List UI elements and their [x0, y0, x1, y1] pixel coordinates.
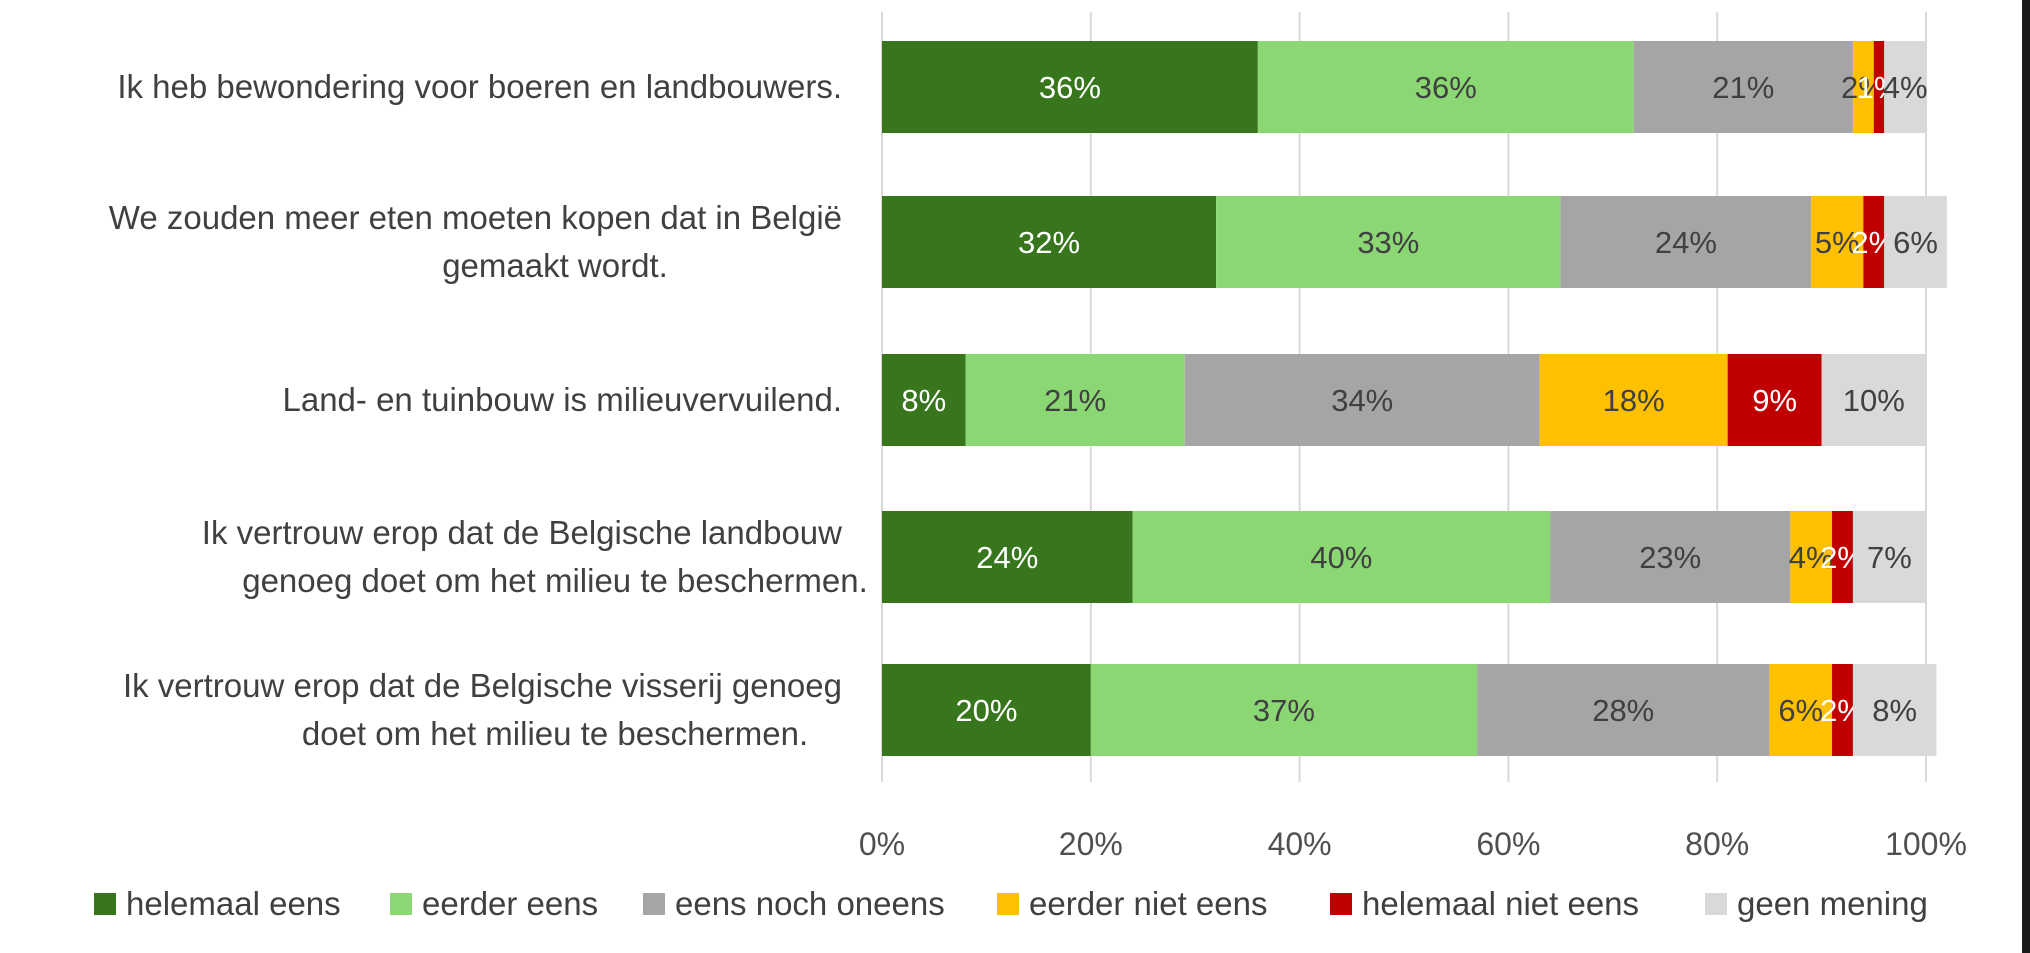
category-label: Ik heb bewondering voor boeren en landbo…: [117, 68, 842, 105]
bar-segment: [1811, 196, 1864, 288]
category-label: Ik vertrouw erop dat de Belgische landbo…: [202, 514, 842, 551]
data-label: 8%: [901, 383, 946, 418]
x-axis-ticks: 0% 20% 40% 60% 80% 100%: [859, 826, 1967, 862]
bar-segment: [882, 41, 1258, 133]
bar-segment: [1790, 511, 1833, 603]
data-label: 28%: [1592, 693, 1654, 728]
bar-segment: [1216, 196, 1561, 288]
category-label: doet om het milieu te beschermen.: [302, 715, 808, 752]
bar-segment: [1852, 664, 1937, 756]
legend-swatch: [1705, 893, 1727, 915]
data-label: 37%: [1253, 693, 1315, 728]
data-label: 5%: [1815, 225, 1860, 260]
x-tick-label: 80%: [1685, 826, 1749, 862]
data-label: 4%: [1789, 540, 1834, 575]
data-label: 32%: [1018, 225, 1080, 260]
data-label: 18%: [1603, 383, 1665, 418]
data-label: 33%: [1357, 225, 1419, 260]
bar-segment: [1873, 41, 1885, 133]
category-label: Ik vertrouw erop dat de Belgische visser…: [123, 667, 842, 704]
x-tick-label: 60%: [1476, 826, 1540, 862]
data-label: 21%: [1044, 383, 1106, 418]
bar-segment: [882, 511, 1133, 603]
bars: 36% 36% 21% 2%1%4%32% 33% 24% 5%2%6%8% 21% 34% 18…: [882, 41, 1947, 756]
x-tick-label: 40%: [1268, 826, 1332, 862]
data-label: 8%: [1872, 693, 1917, 728]
data-label: 36%: [1039, 70, 1101, 105]
bar-segment: [1090, 664, 1478, 756]
bar-segment: [1884, 196, 1947, 288]
category-label: genoeg doet om het milieu te beschermen.: [242, 562, 868, 599]
bar-segment: [1832, 511, 1853, 603]
data-label: 20%: [955, 693, 1017, 728]
legend-label: eerder eens: [422, 885, 598, 922]
data-label: 21%: [1712, 70, 1774, 105]
category-labels: Ik heb bewondering voor boeren en landbo…: [109, 68, 868, 752]
bar-segment: [1852, 41, 1874, 133]
bar-segment: [882, 664, 1091, 756]
category-label: Land- en tuinbouw is milieuvervuilend.: [283, 381, 843, 418]
data-label: 24%: [1655, 225, 1717, 260]
data-label: 10%: [1843, 383, 1905, 418]
bar-segment: [1132, 511, 1551, 603]
legend-swatch: [997, 893, 1019, 915]
legend-label: geen mening: [1737, 885, 1928, 922]
legend-swatch: [1330, 893, 1352, 915]
data-label: 23%: [1639, 540, 1701, 575]
x-tick-label: 0%: [859, 826, 905, 862]
bar-segment: [1884, 41, 1926, 133]
bar-segment: [1863, 196, 1885, 288]
legend-label: eerder niet eens: [1029, 885, 1268, 922]
category-label: We zouden meer eten moeten kopen dat in …: [109, 199, 842, 236]
window-edge: [2022, 0, 2030, 953]
legend-label: helemaal eens: [126, 885, 341, 922]
bar-segment: [1821, 354, 1926, 446]
data-label: 34%: [1331, 383, 1393, 418]
legend-swatch: [390, 893, 412, 915]
legend-swatch: [94, 893, 116, 915]
bar-segment: [1257, 41, 1634, 133]
bar-segment: [1550, 511, 1791, 603]
bar-segment: [1852, 511, 1926, 603]
data-label: 4%: [1883, 70, 1928, 105]
bar-segment: [965, 354, 1185, 446]
bar-segment: [1832, 664, 1853, 756]
data-label: 6%: [1778, 693, 1823, 728]
bar-segment: [1539, 354, 1728, 446]
x-tick-label: 20%: [1059, 826, 1123, 862]
bar-segment: [1477, 664, 1770, 756]
bar-segment: [882, 196, 1217, 288]
x-tick-label: 100%: [1885, 826, 1967, 862]
data-label: 9%: [1752, 383, 1797, 418]
bar-segment: [1769, 664, 1833, 756]
data-label: 40%: [1310, 540, 1372, 575]
legend: helemaal eens eerder eens eens noch oneens…: [94, 885, 1928, 922]
bar-segment: [882, 354, 966, 446]
data-label: 36%: [1415, 70, 1477, 105]
data-label: 7%: [1867, 540, 1912, 575]
bar-segment: [1184, 354, 1540, 446]
legend-label: eens noch oneens: [675, 885, 945, 922]
bar-segment: [1727, 354, 1822, 446]
legend-label: helemaal niet eens: [1362, 885, 1639, 922]
bar-segment: [1560, 196, 1812, 288]
bar-segment: [1633, 41, 1853, 133]
category-label: gemaakt wordt.: [442, 247, 668, 284]
data-label: 6%: [1893, 225, 1938, 260]
data-label: 24%: [976, 540, 1038, 575]
legend-swatch: [643, 893, 665, 915]
